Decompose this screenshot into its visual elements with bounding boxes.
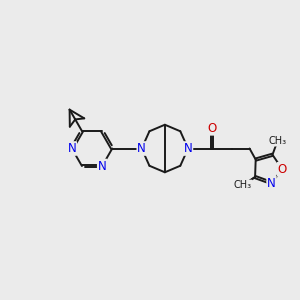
Text: N: N <box>98 160 106 172</box>
Text: O: O <box>278 163 287 176</box>
Text: N: N <box>267 176 276 190</box>
Text: N: N <box>184 142 192 155</box>
Text: N: N <box>137 142 146 155</box>
Text: O: O <box>207 122 216 135</box>
Text: CH₃: CH₃ <box>268 136 286 146</box>
Text: CH₃: CH₃ <box>234 180 252 190</box>
Text: N: N <box>68 142 76 155</box>
